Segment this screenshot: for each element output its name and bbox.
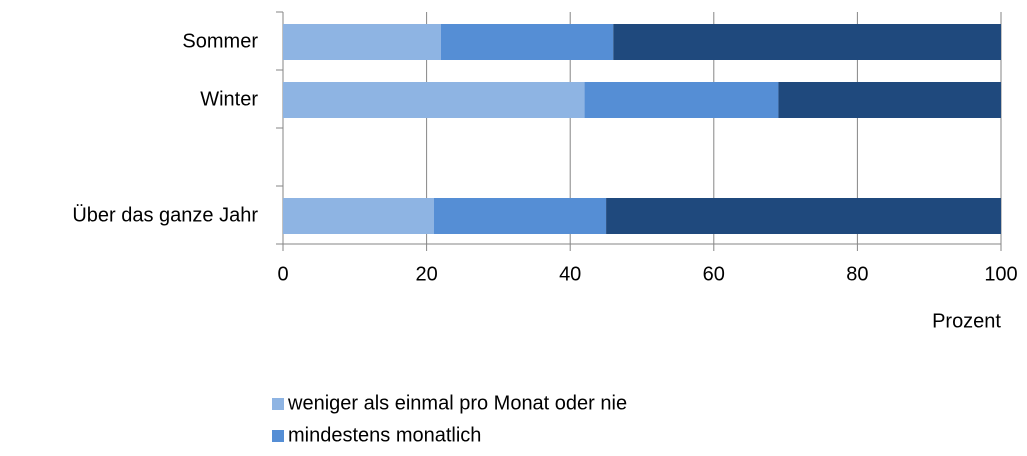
x-axis-label: Prozent — [932, 310, 1001, 332]
x-tick-label: 40 — [559, 263, 581, 285]
y-tick-label: Sommer — [182, 30, 258, 52]
bar-segment — [283, 24, 441, 60]
bar-segment — [606, 198, 1001, 234]
legend-label: weniger als einmal pro Monat oder nie — [287, 392, 627, 414]
bar-segment — [778, 82, 1001, 118]
y-tick-label: Winter — [200, 88, 258, 110]
x-tick-label: 100 — [984, 263, 1017, 285]
legend-swatch — [272, 430, 284, 442]
x-tick-label: 60 — [703, 263, 725, 285]
bar-segment — [613, 24, 1001, 60]
x-tick-label: 20 — [415, 263, 437, 285]
x-tick-label: 0 — [277, 263, 288, 285]
y-tick-label: Über das ganze Jahr — [72, 204, 258, 226]
legend-swatch — [272, 398, 284, 410]
x-tick-label: 80 — [846, 263, 868, 285]
legend-label: mindestens monatlich — [288, 424, 481, 446]
bar-segment — [440, 24, 614, 60]
bar-segment — [283, 198, 434, 234]
bar-segment — [433, 198, 607, 234]
bar-segment — [283, 82, 585, 118]
bar-segment — [584, 82, 779, 118]
